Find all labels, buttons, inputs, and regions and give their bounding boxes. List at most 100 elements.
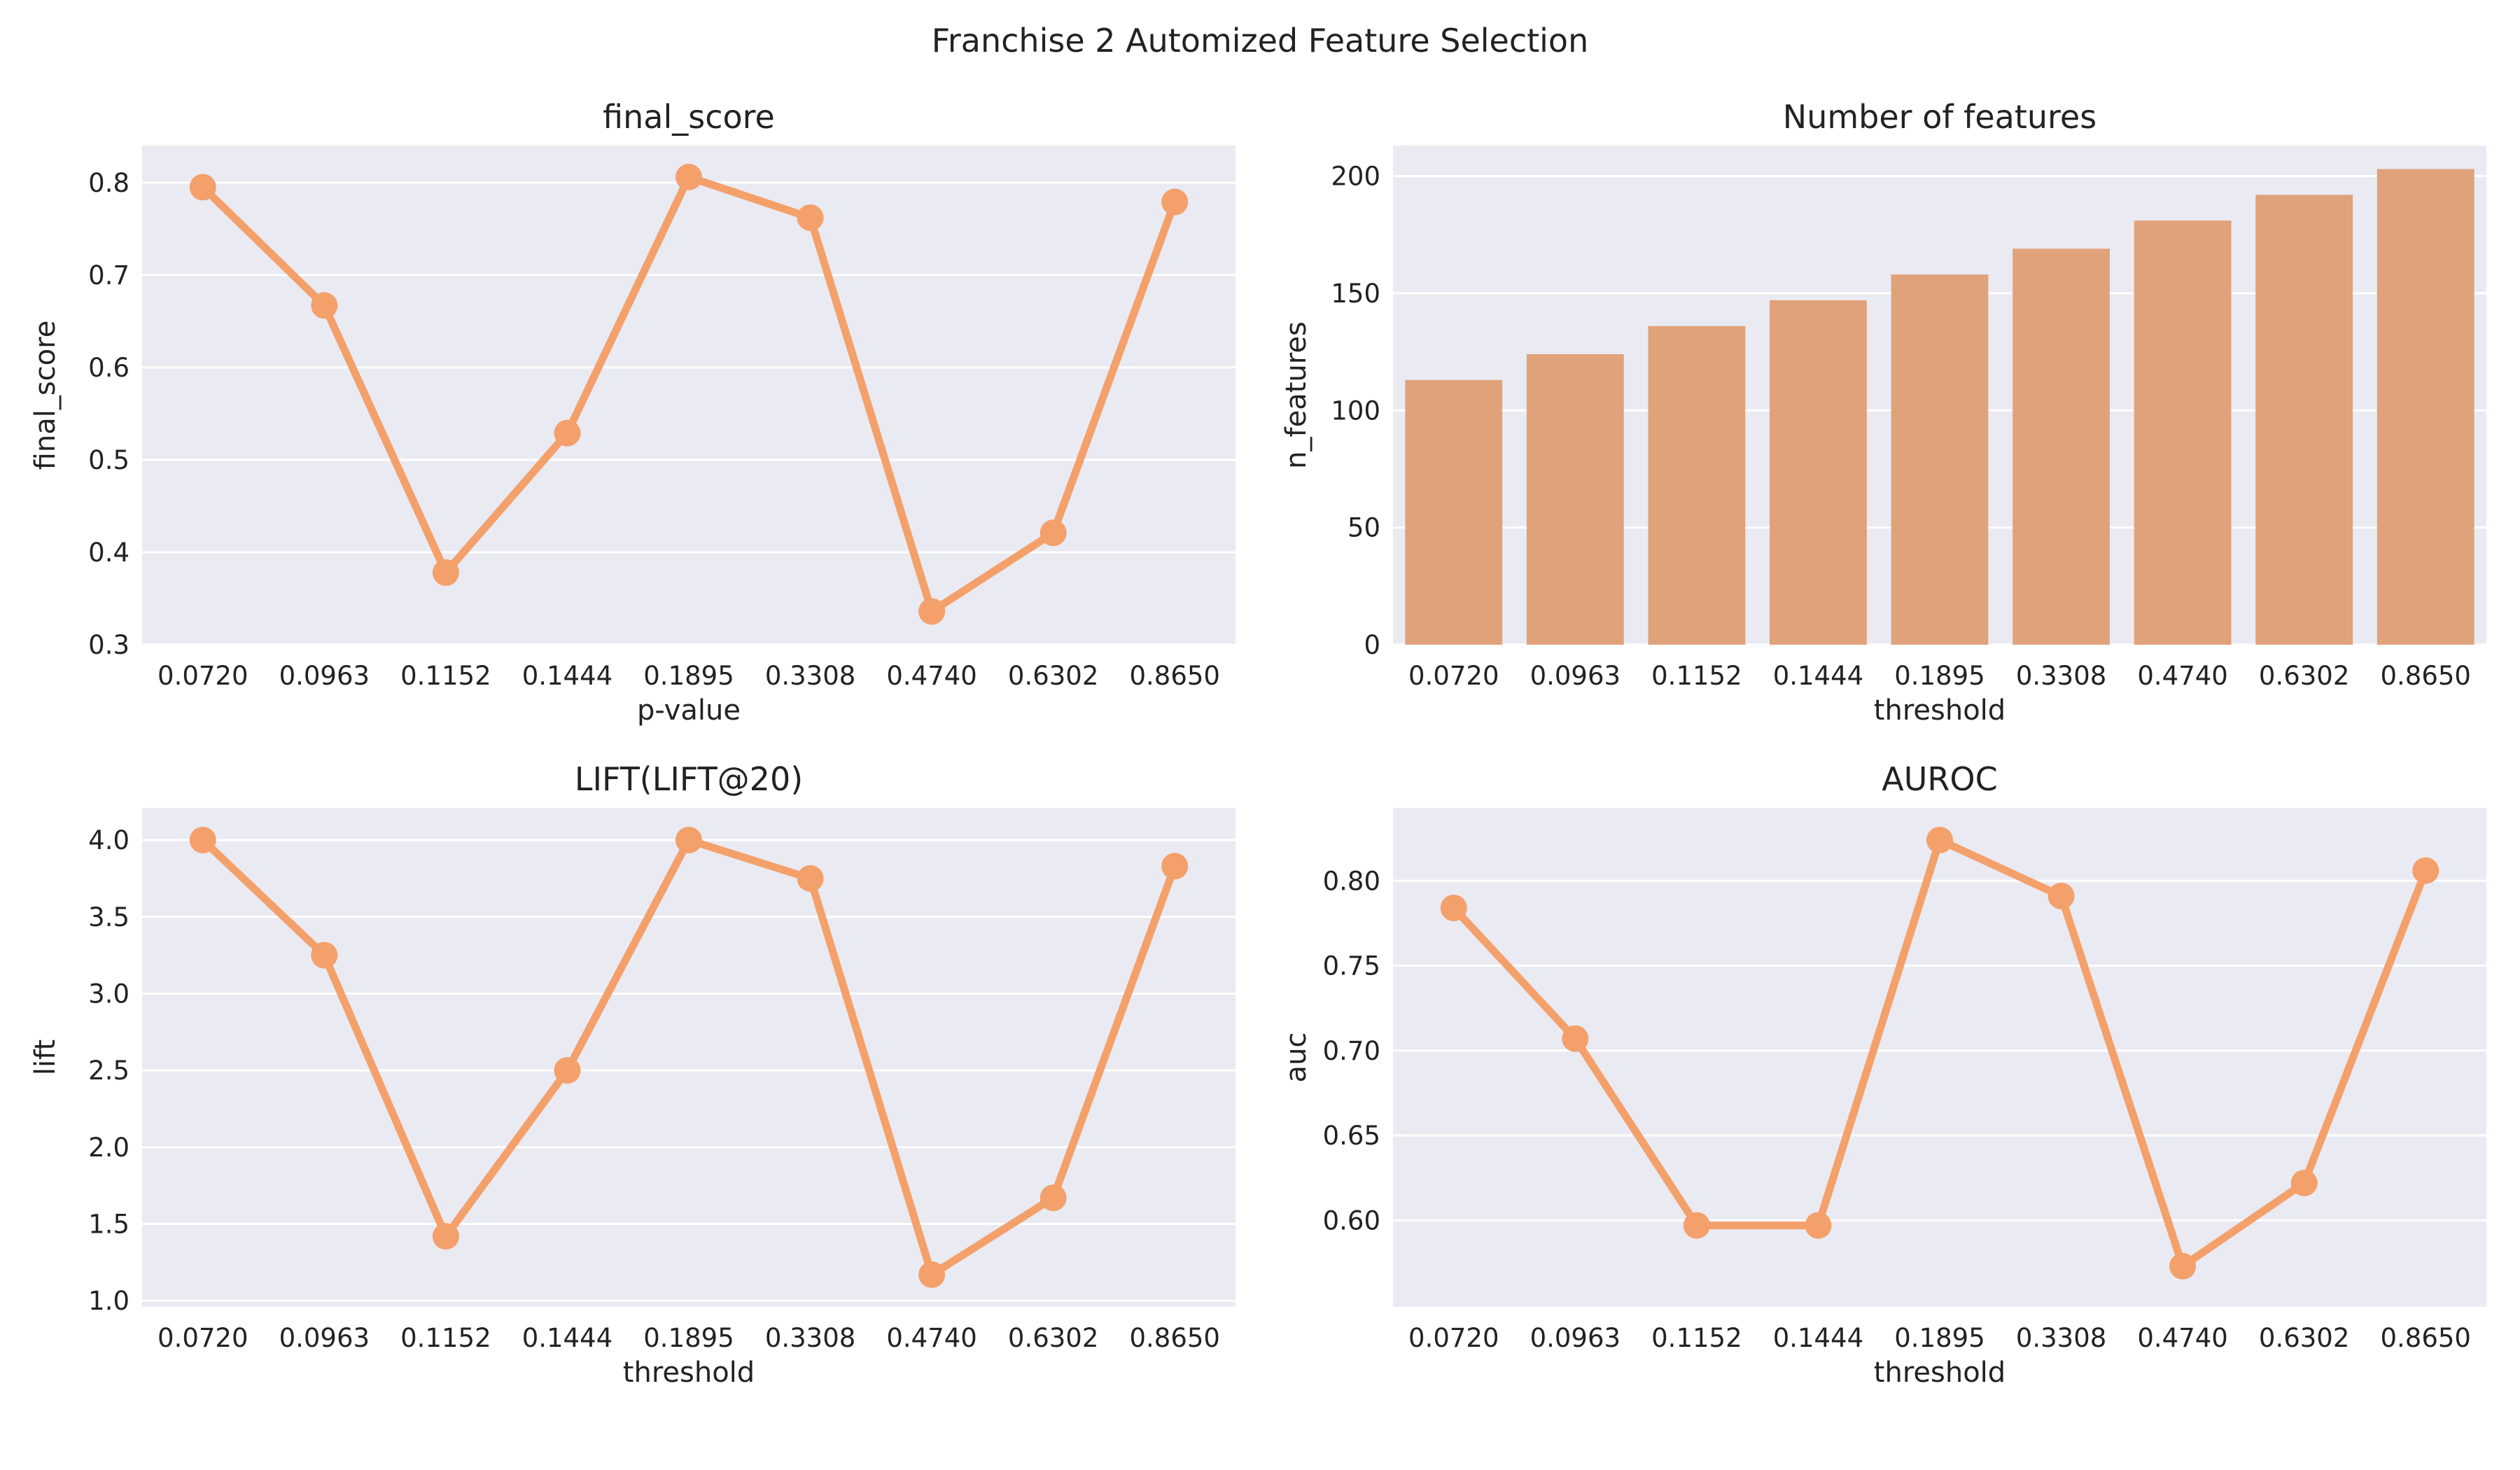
panel-title: Number of features [1783, 98, 2096, 136]
y-tick-label: 2.0 [88, 1133, 130, 1163]
y-tick-label: 2.5 [88, 1056, 130, 1086]
x-tick-label: 0.4740 [886, 1323, 976, 1353]
bar [1526, 354, 1624, 645]
x-tick-label: 0.0720 [158, 1323, 248, 1353]
data-point [1926, 827, 1953, 854]
bar [1648, 326, 1746, 645]
y-tick-label: 1.0 [88, 1286, 130, 1316]
x-tick-label: 0.1895 [1894, 661, 1984, 691]
data-point [2290, 1169, 2318, 1196]
panel-auroc: AUROC threshold auc 0.60 0.65 0.70 0.75 0.80… [1280, 760, 2486, 1389]
x-tick-label: 0.4740 [2137, 1323, 2227, 1353]
y-tick-label: 0.4 [88, 538, 130, 568]
y-tick-label: 0.65 [1323, 1121, 1380, 1151]
y-tick-label: 0 [1364, 630, 1380, 660]
bar [2012, 248, 2110, 645]
x-tick-label: 0.4740 [2137, 661, 2227, 691]
data-point [2169, 1252, 2197, 1280]
data-point [918, 1261, 946, 1288]
panel-title: LIFT(LIFT@20) [575, 760, 803, 798]
y-axis-label: final_score [29, 321, 62, 470]
data-point [676, 827, 702, 854]
data-point [189, 174, 216, 201]
data-point [432, 1223, 459, 1250]
x-tick-label: 0.0963 [1530, 661, 1620, 691]
y-tick-label: 3.5 [88, 902, 130, 932]
data-point [432, 559, 459, 587]
x-axis-label: threshold [1874, 1357, 2005, 1389]
x-tick-label: 0.1444 [1773, 661, 1863, 691]
bar [1770, 300, 1867, 645]
x-tick-label: 0.0963 [1530, 1323, 1620, 1353]
figure-title: Franchise 2 Automized Feature Selection [932, 22, 1588, 59]
y-tick-label: 0.70 [1323, 1036, 1380, 1066]
x-axis-label: p-value [637, 694, 741, 727]
x-tick-label: 0.1895 [643, 1323, 734, 1353]
data-point [311, 292, 338, 319]
x-tick-label: 0.6302 [2259, 1323, 2349, 1353]
data-point [1040, 1184, 1067, 1212]
bar [1405, 379, 1503, 645]
y-tick-label: 50 [1348, 513, 1380, 543]
x-tick-label: 0.0720 [1408, 661, 1499, 691]
data-point [1161, 188, 1189, 216]
data-point [554, 419, 581, 447]
y-tick-label: 0.5 [88, 445, 130, 475]
y-tick-label: 100 [1331, 396, 1380, 426]
x-tick-label: 0.1444 [1773, 1323, 1863, 1353]
data-point [189, 827, 216, 854]
x-axis-label: threshold [623, 1357, 755, 1389]
x-tick-label: 0.1152 [1651, 661, 1742, 691]
bar [2376, 169, 2474, 645]
data-point [2047, 883, 2075, 910]
data-point [797, 204, 824, 231]
x-axis-label: threshold [1874, 694, 2005, 727]
y-tick-label: 3.0 [88, 979, 130, 1009]
data-point [918, 598, 946, 625]
x-tick-label: 0.1444 [522, 661, 612, 691]
x-tick-label: 0.0963 [279, 661, 370, 691]
plot-area [142, 146, 1236, 645]
data-point [554, 1057, 581, 1084]
y-tick-label: 4.0 [88, 825, 130, 855]
data-point [311, 941, 338, 969]
x-tick-label: 0.1895 [1894, 1323, 1984, 1353]
x-tick-label: 0.1152 [400, 661, 491, 691]
y-tick-label: 0.3 [88, 630, 130, 660]
bar [1891, 274, 1989, 645]
x-tick-label: 0.1444 [522, 1323, 612, 1353]
y-tick-label: 200 [1331, 162, 1380, 192]
data-point [2412, 857, 2440, 884]
y-axis-label: auc [1280, 1032, 1312, 1083]
data-point [797, 864, 824, 892]
data-point [1683, 1212, 1710, 1239]
x-tick-label: 0.1152 [1651, 1323, 1742, 1353]
panel-title: final_score [603, 98, 775, 136]
plot-area [142, 808, 1236, 1307]
panel-title: AUROC [1882, 760, 1997, 798]
panel-lift: LIFT(LIFT@20) threshold lift 1.0 1.5 2.0 2.… [29, 760, 1236, 1389]
bar [2134, 220, 2232, 645]
x-tick-label: 0.0963 [279, 1323, 370, 1353]
x-tick-label: 0.3308 [765, 1323, 855, 1353]
y-tick-label: 0.8 [88, 168, 130, 198]
x-tick-label: 0.8650 [1129, 1323, 1219, 1353]
x-tick-label: 0.4740 [886, 661, 976, 691]
data-point [1440, 895, 1467, 922]
x-tick-label: 0.6302 [1008, 1323, 1098, 1353]
y-tick-label: 0.7 [88, 260, 130, 290]
x-tick-label: 0.1895 [643, 661, 734, 691]
x-tick-label: 0.6302 [2259, 661, 2349, 691]
y-tick-label: 0.60 [1323, 1205, 1380, 1236]
x-tick-label: 0.0720 [158, 661, 248, 691]
plot-area [1393, 808, 2486, 1307]
x-tick-label: 0.8650 [2380, 661, 2470, 691]
x-tick-label: 0.1152 [400, 1323, 491, 1353]
y-axis-label: n_features [1280, 321, 1312, 469]
panel-n-features: Number of features threshold n_features … [1280, 98, 2486, 727]
data-point [1161, 853, 1189, 880]
data-point [676, 163, 702, 190]
y-axis-label: lift [29, 1040, 62, 1075]
x-tick-label: 0.3308 [2016, 1323, 2106, 1353]
